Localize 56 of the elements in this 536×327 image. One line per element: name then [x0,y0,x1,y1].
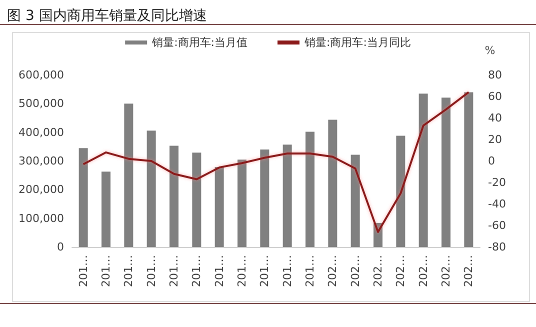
x-tick-label: 201… [122,255,136,287]
bar [306,132,314,247]
x-tick-label: 201… [280,255,294,287]
x-tick-label: 202… [394,255,408,287]
chart-title: 图 3 国内商用车销量及同比增速 [7,8,207,24]
y2-tick-label: 0 [488,154,495,168]
y-tick-label: 200,000 [18,183,64,196]
bar [396,136,406,247]
bar [328,120,338,247]
bar [238,160,246,247]
x-tick-label: 201… [212,255,226,287]
x-tick-label: 202… [440,255,452,287]
x-tick-label: 201… [168,255,180,287]
y2-tick-label: -40 [488,198,506,210]
y-tick-label: 300,000 [18,154,64,168]
x-tick-label: 202… [326,255,340,287]
bar [464,92,474,247]
bar [146,130,156,247]
x-tick-label: 202… [348,255,362,287]
x-tick-label: 201… [304,255,316,287]
bar [170,146,178,247]
x-tick-label: 201… [190,255,204,287]
y2-tick-label: -60 [488,219,506,232]
bar [78,148,88,247]
x-tick-label: 202… [372,255,384,287]
x-tick-label: 201… [144,255,158,287]
bar [282,144,292,247]
y2-tick-label: 60 [488,90,502,103]
bar [350,154,360,247]
x-tick-label: 202… [462,255,476,287]
y2-tick-label: -20 [488,176,506,189]
x-tick-label: 201… [100,255,112,287]
bar [260,150,270,247]
y2-tick-label: 80 [488,68,502,82]
y-tick-label: 100,000 [18,212,64,225]
bar [418,94,428,247]
line-series [82,91,470,233]
legend-label: 销量:商用车:当月值 [151,36,248,49]
bar [124,104,134,247]
bar [192,152,202,247]
x-tick-label: 201… [76,255,90,287]
y2-tick-label: -80 [488,240,506,254]
x-tick-label: 201… [258,255,272,287]
bar [442,98,450,247]
legend-label: 销量:商用车:当月同比 [304,36,411,49]
bar [214,167,224,247]
x-tick-label: 202… [416,255,430,287]
y2-axis-title: % [484,44,496,57]
y2-tick-label: 20 [488,133,502,146]
y-tick-label: 600,000 [18,68,64,82]
y-tick-label: 500,000 [18,97,64,110]
x-tick-label: 201… [236,255,248,287]
bar [102,172,110,247]
y-tick-label: 0 [57,240,64,254]
y2-tick-label: 40 [488,112,502,124]
y-tick-label: 400,000 [18,126,64,139]
